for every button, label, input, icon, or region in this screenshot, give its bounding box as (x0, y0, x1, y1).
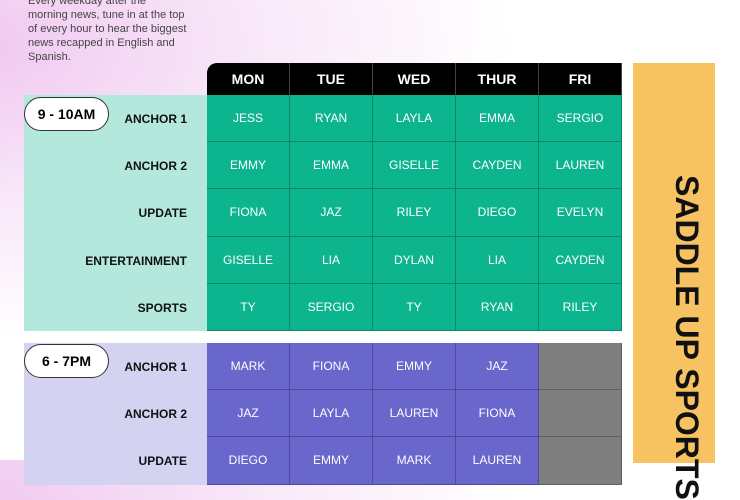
row-label: ANCHOR 2 (124, 159, 187, 174)
schedule-cell: RILEY (373, 189, 456, 237)
schedule-cell: CAYDEN (539, 236, 622, 284)
schedule-cell: GISELLE (373, 142, 456, 190)
schedule-cell: DIEGO (456, 189, 539, 237)
row-label: ANCHOR 1 (124, 360, 187, 374)
schedule-cell: EVELYN (539, 189, 622, 237)
schedule-cell: LIA (456, 236, 539, 284)
day-header-tue: TUE (290, 63, 373, 95)
schedule-cell: DYLAN (373, 236, 456, 284)
schedule-cell (539, 343, 622, 391)
schedule-cell: RYAN (290, 95, 373, 143)
schedule-cell: CAYDEN (456, 142, 539, 190)
time-slot-badge: 9 - 10AM (24, 97, 109, 131)
intro-text: Every weekday after the morning news, tu… (28, 0, 187, 63)
day-header-fri: FRI (539, 63, 622, 95)
row-label: ANCHOR 2 (124, 407, 187, 422)
day-header-thur: THUR (456, 63, 539, 95)
schedule-cell: SERGIO (290, 283, 373, 331)
schedule-cell: LAYLA (290, 390, 373, 438)
schedule-cell: MARK (373, 437, 456, 485)
schedule-cell: FIONA (456, 390, 539, 438)
schedule-cell: LIA (290, 236, 373, 284)
schedule-cell: TY (373, 283, 456, 331)
time-slot-badge: 6 - 7PM (24, 344, 109, 378)
schedule-cell: EMMA (456, 95, 539, 143)
schedule-cell: EMMY (207, 142, 290, 190)
row-label: UPDATE (138, 206, 187, 221)
schedule-cell: LAUREN (456, 437, 539, 485)
schedule-cell: LAUREN (373, 390, 456, 438)
schedule-cell (539, 437, 622, 485)
banner-text: SADDLE UP SPORTS (669, 175, 705, 500)
schedule-cell: MARK (207, 343, 290, 391)
schedule-cell: LAYLA (373, 95, 456, 143)
day-header-mon: MON (207, 63, 290, 95)
schedule-cell: LAUREN (539, 142, 622, 190)
schedule-cell: EMMY (373, 343, 456, 391)
schedule-cell: JAZ (456, 343, 539, 391)
schedule-cell: EMMY (290, 437, 373, 485)
schedule-cell: RILEY (539, 283, 622, 331)
sports-banner: SADDLE UP SPORTS (633, 63, 715, 500)
schedule-cell: RYAN (456, 283, 539, 331)
schedule-cell (539, 390, 622, 438)
schedule-cell: FIONA (290, 343, 373, 391)
schedule-cell: DIEGO (207, 437, 290, 485)
row-label: ENTERTAINMENT (85, 253, 187, 268)
day-header-wed: WED (373, 63, 456, 95)
schedule-cell: EMMA (290, 142, 373, 190)
row-label: SPORTS (137, 300, 187, 315)
schedule-cell: JESS (207, 95, 290, 143)
schedule-cell: JAZ (290, 189, 373, 237)
schedule-cell: FIONA (207, 189, 290, 237)
row-label: UPDATE (138, 454, 187, 469)
row-label: ANCHOR 1 (124, 112, 187, 126)
schedule-cell: TY (207, 283, 290, 331)
schedule-cell: JAZ (207, 390, 290, 438)
schedule-cell: GISELLE (207, 236, 290, 284)
schedule-cell: SERGIO (539, 95, 622, 143)
